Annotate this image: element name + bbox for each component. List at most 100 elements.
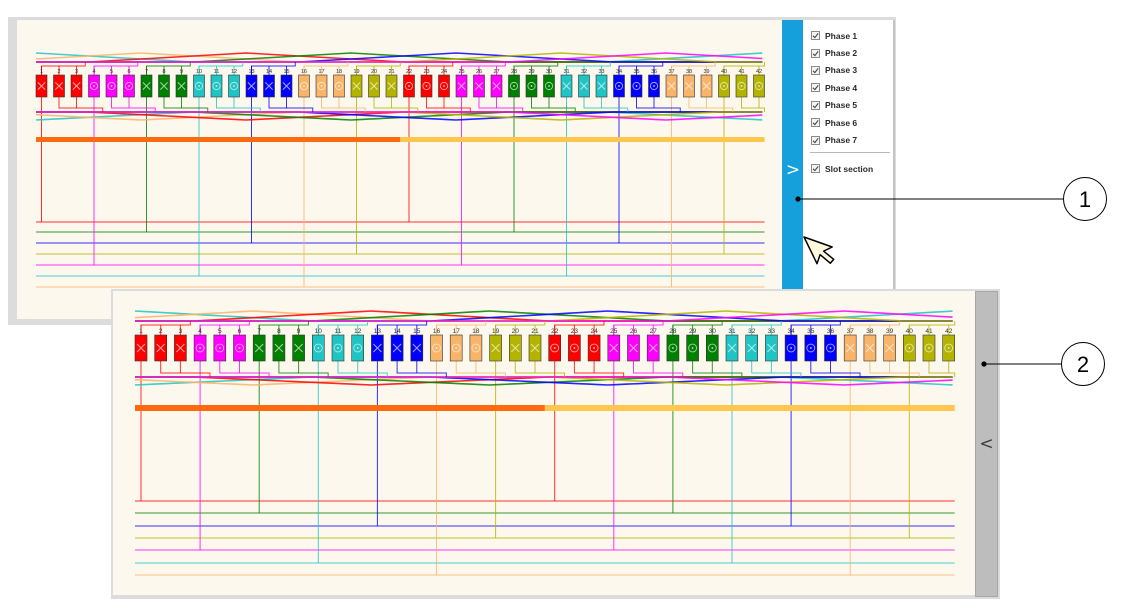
slot-section-bar-second-half: [400, 137, 765, 142]
checkbox-checked-icon: [811, 48, 820, 58]
phase-7-checkbox[interactable]: Phase 7: [811, 131, 891, 148]
callout-2-number: 2: [1077, 352, 1089, 377]
current-into-icon: [667, 82, 676, 90]
slot: 41: [922, 328, 936, 362]
current-out-icon: [944, 343, 954, 353]
phase-7-label: Phase 7: [825, 135, 858, 146]
current-out-dot: [455, 347, 458, 349]
current-out-icon: [509, 81, 519, 91]
coil-connection-top: [258, 321, 309, 335]
slot-number: 21: [531, 328, 539, 335]
current-out-dot: [198, 85, 200, 87]
slot-number: 4: [198, 328, 202, 335]
slot: 33: [765, 328, 778, 362]
current-into-icon: [274, 343, 284, 353]
current-out-dot: [513, 85, 515, 87]
current-into-icon: [865, 343, 875, 353]
current-out-icon: [786, 343, 796, 353]
slot-number: 38: [866, 328, 874, 335]
current-into-icon: [265, 82, 273, 90]
coil-connection-top: [303, 62, 349, 75]
slot: 17: [449, 328, 463, 362]
phase-5-checkbox[interactable]: Phase 5: [811, 97, 891, 114]
callout-1-circle: [1063, 177, 1107, 221]
coil-connection-bottom: [636, 97, 681, 112]
slot-number: 29: [689, 328, 697, 335]
current-out-dot: [672, 347, 674, 349]
slot-number: 9: [297, 328, 301, 335]
slot: 31: [560, 69, 573, 98]
slot: 3: [174, 328, 187, 362]
current-out-dot: [809, 347, 812, 349]
slot-section-bar-second-half: [544, 405, 955, 411]
slot: 25: [607, 328, 621, 362]
current-out-icon: [649, 81, 659, 91]
coil-connection-top: [671, 62, 716, 75]
coil-connection-top: [408, 62, 454, 75]
coil-connection-top: [93, 62, 139, 75]
slot: 24: [587, 328, 601, 362]
current-into-icon: [156, 343, 166, 353]
phase-4-checkbox[interactable]: Phase 4: [811, 79, 891, 96]
coil-connection-top: [618, 62, 664, 75]
current-out-icon: [924, 343, 934, 353]
slot-number: 23: [423, 69, 429, 75]
winding-view-expanded: 1 2 3 4 5 6 7 8 9 10 11 12 13 14 15 16 17 18 19 20 21 22 23 24 2…: [8, 17, 896, 325]
slot-section-checkbox[interactable]: Slot section: [811, 160, 891, 177]
slot-number: 31: [728, 328, 736, 335]
slot-number: 2: [57, 69, 60, 75]
slot-number: 28: [669, 328, 677, 335]
expand-options-toggle[interactable]: <: [975, 291, 998, 597]
slot-number: 29: [528, 69, 534, 75]
phase-6-checkbox[interactable]: Phase 6: [811, 114, 891, 131]
slot: 20: [368, 69, 380, 98]
phase-2-checkbox[interactable]: Phase 2: [811, 44, 891, 61]
slot-number: 36: [827, 328, 835, 335]
phase-3-checkbox[interactable]: Phase 3: [811, 62, 891, 79]
current-out-dot: [723, 85, 725, 87]
slot: 21: [528, 328, 542, 362]
slot-number: 9: [180, 69, 183, 75]
slot: 30: [705, 328, 719, 362]
coil-connection-bottom: [160, 361, 211, 377]
coil-connection-bottom: [928, 361, 956, 377]
slot-number: 15: [413, 328, 421, 335]
current-out-dot: [215, 85, 218, 87]
slot: 32: [745, 328, 759, 362]
slot-number: 14: [266, 69, 272, 75]
slot: 36: [824, 328, 837, 362]
slot: 16: [430, 328, 443, 362]
slot-number: 17: [318, 69, 324, 75]
slot-number: 7: [145, 69, 148, 75]
slot: 15: [280, 69, 293, 98]
current-into-icon: [885, 343, 894, 353]
slot-number: 27: [493, 69, 499, 75]
slot: 10: [193, 69, 205, 98]
current-into-icon: [370, 82, 378, 90]
slot: 29: [686, 328, 699, 362]
winding-diagram: 1 2 3 4 5 6 7 8 9 10 11 12 13 14 15 16 17 18 19 20 21 22 23 24 2…: [134, 310, 956, 576]
slot-number: 33: [768, 328, 776, 335]
slot-number: 37: [668, 69, 674, 75]
current-out-dot: [548, 85, 550, 87]
slot-number: 33: [598, 69, 604, 75]
current-into-icon: [352, 82, 361, 90]
coil-connection-bottom: [216, 97, 261, 112]
slot-number: 21: [388, 69, 394, 75]
coil-connection-top: [495, 321, 546, 335]
current-into-icon: [160, 82, 168, 90]
current-out-icon: [569, 343, 579, 353]
slot-number: 1: [139, 328, 143, 335]
collapse-options-toggle[interactable]: >: [782, 20, 803, 325]
current-out-dot: [475, 347, 477, 349]
chevron-left-icon: <: [979, 434, 994, 454]
current-out-icon: [806, 343, 816, 353]
coil-connection-top: [723, 62, 765, 75]
phase-1-checkbox[interactable]: Phase 1: [811, 27, 891, 44]
current-out-dot: [711, 347, 714, 349]
slot-number: 3: [179, 328, 183, 335]
slot-number: 32: [748, 328, 756, 335]
current-out-dot: [928, 347, 930, 349]
slot: 26: [627, 328, 640, 362]
current-out-icon: [688, 343, 698, 353]
